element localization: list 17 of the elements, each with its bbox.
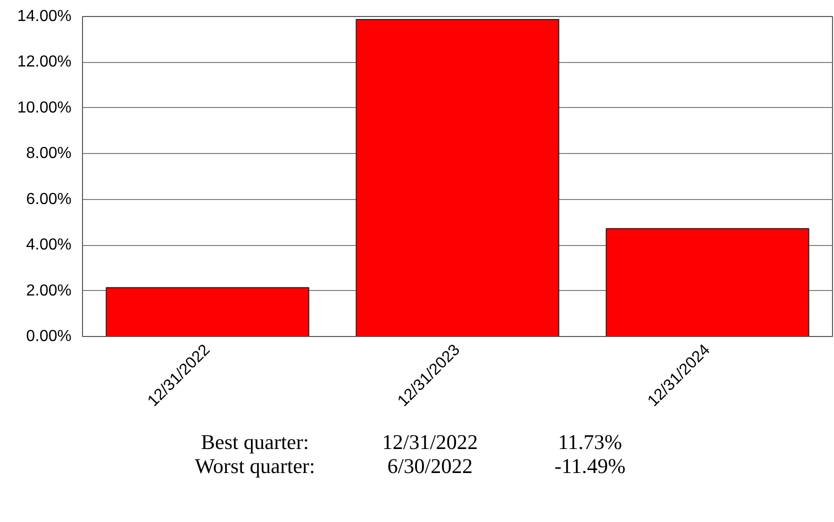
y-tick-label: 0.00% — [26, 328, 72, 345]
text: -11.49% — [554, 454, 626, 478]
y-tick-label: 2.00% — [26, 282, 72, 300]
text: 11.73% — [557, 430, 623, 454]
y-tick-label: 6.00% — [26, 190, 72, 208]
y-tick-label: 4.00% — [26, 236, 72, 254]
bar — [606, 228, 810, 336]
text: 6/30/2022 — [386, 454, 474, 478]
bar — [106, 287, 310, 336]
y-tick-label: 14.00% — [17, 8, 72, 25]
y-tick-label: 10.00% — [17, 99, 72, 116]
bar — [356, 18, 560, 336]
text: Worst quarter: — [194, 454, 316, 478]
y-tick-label: 12.00% — [17, 54, 72, 71]
y-tick-label: 8.00% — [26, 145, 72, 162]
text: 12/31/2022 — [381, 430, 479, 454]
text: Best quarter: — [200, 430, 310, 454]
